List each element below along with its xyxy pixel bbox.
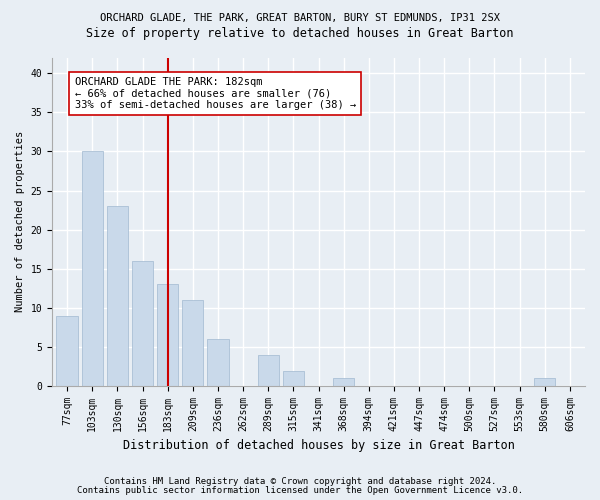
Text: Size of property relative to detached houses in Great Barton: Size of property relative to detached ho… xyxy=(86,28,514,40)
Bar xyxy=(333,378,355,386)
Bar xyxy=(257,355,279,386)
Text: Contains public sector information licensed under the Open Government Licence v3: Contains public sector information licen… xyxy=(77,486,523,495)
Text: Contains HM Land Registry data © Crown copyright and database right 2024.: Contains HM Land Registry data © Crown c… xyxy=(104,477,496,486)
X-axis label: Distribution of detached houses by size in Great Barton: Distribution of detached houses by size … xyxy=(122,440,514,452)
Bar xyxy=(182,300,203,386)
Bar xyxy=(56,316,78,386)
Bar xyxy=(283,370,304,386)
Bar xyxy=(82,152,103,386)
Bar xyxy=(207,339,229,386)
Text: ORCHARD GLADE THE PARK: 182sqm
← 66% of detached houses are smaller (76)
33% of : ORCHARD GLADE THE PARK: 182sqm ← 66% of … xyxy=(74,77,356,110)
Bar xyxy=(534,378,556,386)
Y-axis label: Number of detached properties: Number of detached properties xyxy=(15,131,25,312)
Bar xyxy=(157,284,178,386)
Bar xyxy=(107,206,128,386)
Text: ORCHARD GLADE, THE PARK, GREAT BARTON, BURY ST EDMUNDS, IP31 2SX: ORCHARD GLADE, THE PARK, GREAT BARTON, B… xyxy=(100,12,500,22)
Bar xyxy=(132,261,153,386)
